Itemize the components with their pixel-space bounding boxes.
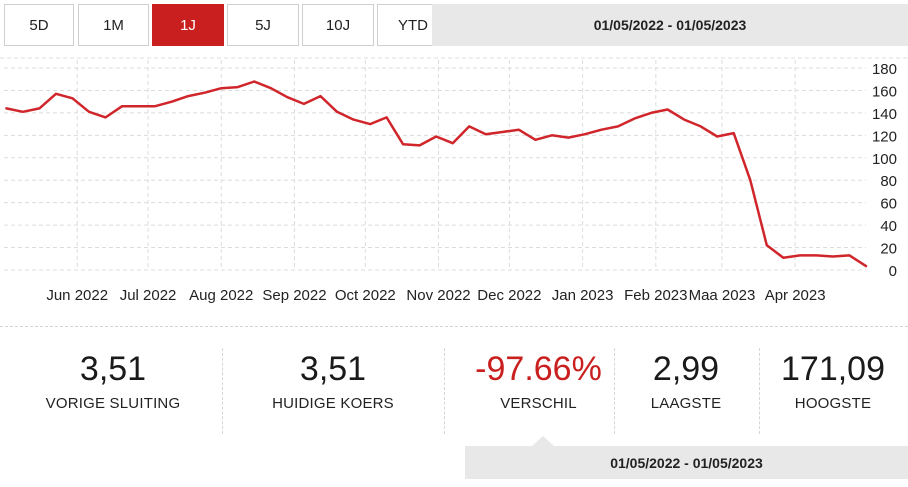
- period-pointer: [532, 436, 554, 446]
- stat-low: 2,99 LAAGSTE: [616, 350, 756, 412]
- x-tick-label: Feb 2023: [624, 287, 687, 304]
- current-price-label: HUIDIGE KOERS: [272, 395, 394, 412]
- stat-previous-close: 3,51 VORIGE SLUITING: [18, 350, 208, 412]
- high-label: HOOGSTE: [794, 395, 872, 412]
- stat-current-price: 3,51 HUIDIGE KOERS: [238, 350, 428, 412]
- x-tick-label: Jan 2023: [552, 287, 614, 304]
- period-display: 01/05/2022 - 01/05/2023: [465, 446, 908, 479]
- y-tick-label: 20: [880, 241, 897, 258]
- previous-close-value: 3,51: [79, 350, 147, 388]
- y-tick-label: 40: [880, 218, 897, 235]
- low-value: 2,99: [652, 350, 720, 388]
- x-tick-label: Maa 2023: [689, 287, 756, 304]
- current-price-value: 3,51: [299, 350, 367, 388]
- y-tick-label: 120: [872, 128, 897, 145]
- stat-divider: [759, 348, 760, 434]
- stat-change: -97.66% VERSCHIL: [466, 350, 611, 412]
- stat-divider: [222, 348, 223, 434]
- y-tick-label: 160: [872, 83, 897, 100]
- range-button-1m[interactable]: 1M: [78, 4, 149, 46]
- date-range-display: 01/05/2022 - 01/05/2023: [432, 4, 908, 46]
- change-value: -97.66%: [475, 350, 602, 388]
- stat-divider: [614, 348, 615, 434]
- stat-high: 171,09 HOOGSTE: [762, 350, 904, 412]
- range-button-10j[interactable]: 10J: [302, 4, 374, 46]
- y-tick-label: 0: [889, 263, 897, 280]
- y-tick-label: 100: [872, 151, 897, 168]
- y-tick-label: 140: [872, 106, 897, 123]
- range-button-5d[interactable]: 5D: [4, 4, 74, 46]
- x-tick-label: Jul 2022: [120, 287, 177, 304]
- period-text: 01/05/2022 - 01/05/2023: [610, 454, 763, 471]
- y-tick-label: 80: [880, 173, 897, 190]
- x-tick-label: Sep 2022: [262, 287, 326, 304]
- x-tick-label: Oct 2022: [335, 287, 396, 304]
- price-chart: Jun 2022 Jul 2022 Aug 2022 Sep 2022 Oct 2022…: [0, 57, 908, 304]
- high-value: 171,09: [781, 350, 885, 388]
- x-tick-label: Apr 2023: [765, 287, 826, 304]
- previous-close-label: VORIGE SLUITING: [45, 395, 181, 412]
- chart-divider: [0, 326, 908, 327]
- y-tick-label: 180: [872, 61, 897, 78]
- range-button-1j[interactable]: 1J: [152, 4, 224, 46]
- change-label: VERSCHIL: [500, 395, 577, 412]
- x-tick-label: Jun 2022: [46, 287, 108, 304]
- y-tick-label: 60: [880, 196, 897, 213]
- x-axis-ticks: Jun 2022 Jul 2022 Aug 2022 Sep 2022 Oct 2022…: [46, 287, 825, 304]
- x-tick-label: Dec 2022: [477, 287, 541, 304]
- date-range-text: 01/05/2022 - 01/05/2023: [593, 17, 747, 33]
- low-label: LAAGSTE: [650, 395, 722, 412]
- series-line: [5, 80, 868, 268]
- y-axis-ticks: 0 20 40 60 80 100 120 140 160 180: [872, 61, 897, 280]
- range-button-5j[interactable]: 5J: [227, 4, 299, 46]
- x-tick-label: Aug 2022: [189, 287, 253, 304]
- x-tick-label: Nov 2022: [406, 287, 470, 304]
- stat-divider: [444, 348, 445, 434]
- price-series: [5, 80, 868, 268]
- chart-grid: [0, 57, 908, 271]
